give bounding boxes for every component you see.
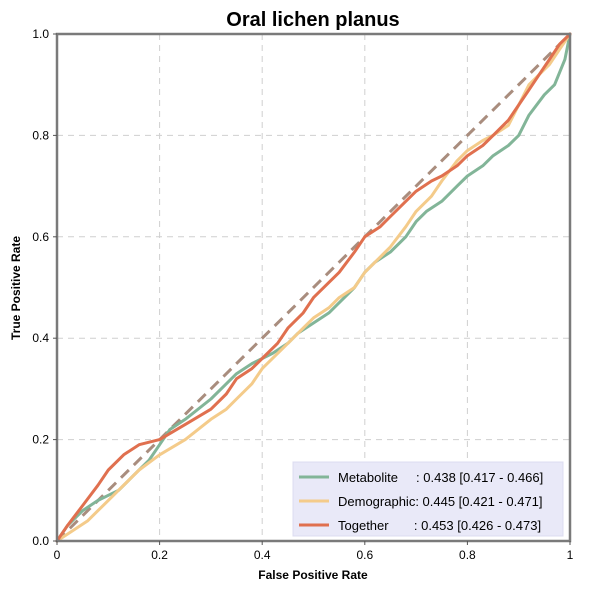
x-tick-label: 0.4 xyxy=(254,548,271,562)
chance-reference-line xyxy=(55,32,572,543)
series-layer xyxy=(55,32,572,543)
x-tick-label: 0.2 xyxy=(151,548,168,562)
plot-frame xyxy=(55,32,572,543)
y-tick-label: 0.6 xyxy=(32,230,49,244)
x-tick-label: 0.6 xyxy=(356,548,373,562)
legend: Metabolite : 0.438 [0.417 - 0.466] Demogr… xyxy=(292,461,564,537)
roc-line-together xyxy=(55,32,572,543)
tick-layer: 0 0.2 0.4 0.6 0.8 1 0.0 0.2 0.4 0.6 0.8 1.0 xyxy=(32,27,573,562)
reference-layer xyxy=(55,32,572,543)
roc-line-metabolite xyxy=(55,32,572,543)
chart-title: Oral lichen planus xyxy=(226,9,399,31)
x-tick-label: 0.8 xyxy=(459,548,476,562)
y-tick-label: 0.8 xyxy=(32,128,49,142)
y-tick-label: 0.4 xyxy=(32,331,49,345)
legend-label-together: Together : 0.453 [0.426 - 0.473] xyxy=(338,518,541,533)
x-axis-title: False Positive Rate xyxy=(258,568,368,582)
x-tick-label: 1 xyxy=(567,548,574,562)
y-tick-label: 1.0 xyxy=(32,27,49,41)
legend-label-metabolite: Metabolite : 0.438 [0.417 - 0.466] xyxy=(338,470,543,485)
legend-label-demographic: Demographic: 0.445 [0.421 - 0.471] xyxy=(338,494,543,509)
x-tick-label: 0 xyxy=(54,548,61,562)
legend-box xyxy=(292,461,564,537)
y-axis-title: True Positive Rate xyxy=(9,236,23,340)
y-tick-label: 0.2 xyxy=(32,433,49,447)
y-tick-label: 0.0 xyxy=(32,534,49,548)
roc-line-demographic xyxy=(55,32,572,543)
